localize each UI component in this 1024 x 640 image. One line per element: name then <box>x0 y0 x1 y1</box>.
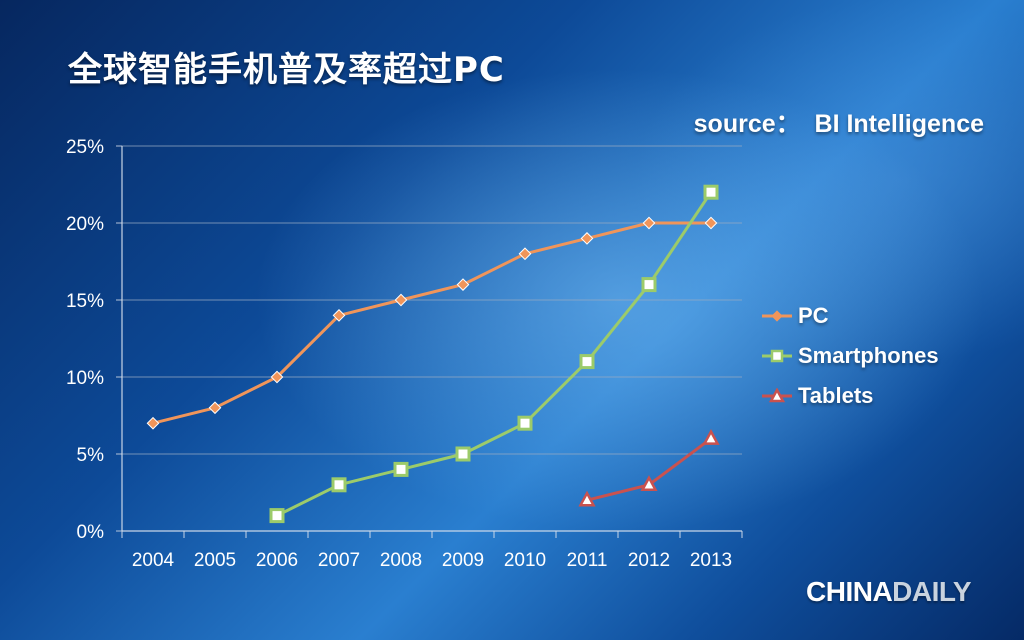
data-point-smartphones <box>331 477 347 493</box>
legend-label-smartphones: Smartphones <box>798 343 939 368</box>
data-point-smartphones <box>517 415 533 431</box>
data-point-smartphones <box>455 446 471 462</box>
y-tick-label: 15% <box>66 291 104 312</box>
data-point-pc <box>704 216 718 230</box>
x-tick-label: 2006 <box>256 550 298 571</box>
y-tick-label: 5% <box>77 445 105 466</box>
x-tick-label: 2005 <box>194 550 236 571</box>
data-point-smartphones <box>393 461 409 477</box>
x-tick-label: 2008 <box>380 550 422 571</box>
chinadaily-logo: CHINADAILY <box>806 576 972 607</box>
legend-label-pc: PC <box>798 303 829 328</box>
data-point-smartphones <box>703 184 719 200</box>
data-point-pc <box>456 278 470 291</box>
series-line-pc <box>152 221 711 425</box>
x-tick-label: 2012 <box>628 550 670 571</box>
data-point-pc <box>518 247 532 261</box>
page-title: 全球智能手机普及率超过PC <box>68 50 505 90</box>
legend-item-pc: PC <box>762 296 939 336</box>
data-point-pc <box>208 401 222 415</box>
y-tick-label: 10% <box>66 368 104 389</box>
data-point-pc <box>146 416 160 430</box>
data-point-tablets <box>702 428 720 445</box>
legend-item-tablets: Tablets <box>762 376 939 416</box>
data-point-pc <box>642 216 656 230</box>
data-point-smartphones <box>579 354 595 370</box>
legend-tablets-marker-icon <box>762 388 792 403</box>
y-tick-label: 20% <box>66 214 104 235</box>
data-point-smartphones <box>269 508 285 524</box>
legend-pc-marker-icon <box>762 310 792 322</box>
data-point-pc <box>394 293 408 307</box>
data-point-pc <box>270 370 284 384</box>
data-point-pc <box>580 232 594 245</box>
x-tick-label: 2009 <box>442 550 484 571</box>
y-tick-label: 25% <box>66 137 104 158</box>
data-point-tablets <box>640 475 658 492</box>
y-tick-label: 0% <box>77 522 105 543</box>
x-tick-label: 2007 <box>318 550 360 571</box>
data-point-smartphones <box>641 277 657 293</box>
chart-legend: PC Smartphones Tablets <box>762 296 939 416</box>
legend-item-smartphones: Smartphones <box>762 336 939 376</box>
x-tick-label: 2010 <box>504 550 546 571</box>
series-line-smartphones <box>276 191 713 517</box>
legend-smartphones-marker-icon <box>762 349 792 363</box>
source-label: source： BI Intelligence <box>693 110 984 138</box>
data-point-tablets <box>578 490 596 507</box>
legend-label-tablets: Tablets <box>798 383 874 408</box>
data-point-pc <box>332 309 346 322</box>
x-tick-label: 2011 <box>567 550 608 571</box>
x-tick-label: 2004 <box>132 550 175 571</box>
x-tick-label: 2013 <box>690 550 732 571</box>
